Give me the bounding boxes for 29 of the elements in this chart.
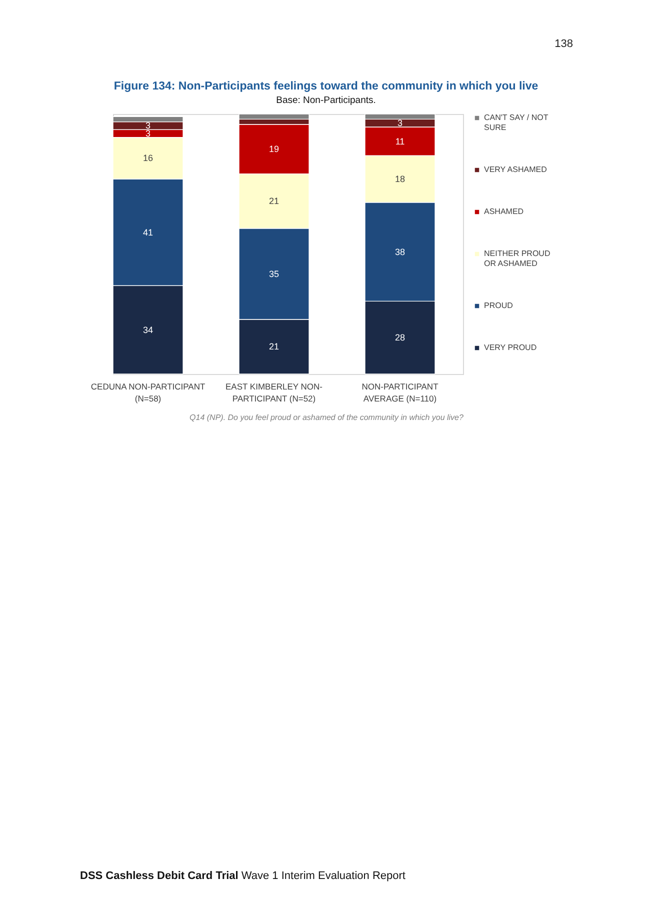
data-label: 21 — [269, 196, 280, 206]
data-label: 16 — [143, 153, 154, 164]
legend-label: CAN'T SAY / NOT SURE — [484, 113, 548, 132]
x-tick-label: CEDUNA NON-PARTICIPANT (N=58) — [90, 382, 206, 404]
x-tick-label: EAST KIMBERLEY NON-PARTICIPANT (N=52) — [226, 382, 323, 404]
data-label: 18 — [394, 174, 406, 184]
data-label: 3 — [146, 120, 151, 131]
text: Wave 1 Interim Evaluation Report — [240, 870, 406, 882]
data-label: 19 — [269, 144, 280, 154]
legend-label: VERY ASHAMED — [484, 165, 548, 174]
legend-label: ASHAMED — [484, 207, 524, 216]
chart-subtitle: Base: Non-Participants. — [276, 95, 376, 106]
data-label: 35 — [269, 268, 280, 279]
legend-label: VERY PROUD — [484, 343, 537, 352]
text: Q14 (NP). Do you feel proud or ashamed of the community in which you live? — [190, 413, 464, 422]
data-label: 21 — [269, 342, 280, 352]
data-label: 28 — [394, 332, 406, 343]
data-label: 3 — [146, 128, 151, 138]
text: DSS Cashless Debit Card Trial — [80, 870, 238, 882]
text: 138 — [554, 38, 573, 50]
data-label: 11 — [395, 136, 405, 146]
legend-label: NEITHER PROUD OR ASHAMED — [484, 249, 550, 268]
data-label: 3 — [397, 118, 403, 128]
x-tick-label: NON-PARTICIPANT AVERAGE (N=110) — [362, 382, 438, 404]
data-label: 34 — [143, 324, 154, 335]
chart-title: Figure 134: Non-Participants feelings toward the community in which you live — [114, 80, 538, 93]
data-label: 41 — [143, 227, 154, 238]
data-label: 38 — [394, 246, 406, 257]
legend-label: PROUD — [484, 301, 514, 310]
